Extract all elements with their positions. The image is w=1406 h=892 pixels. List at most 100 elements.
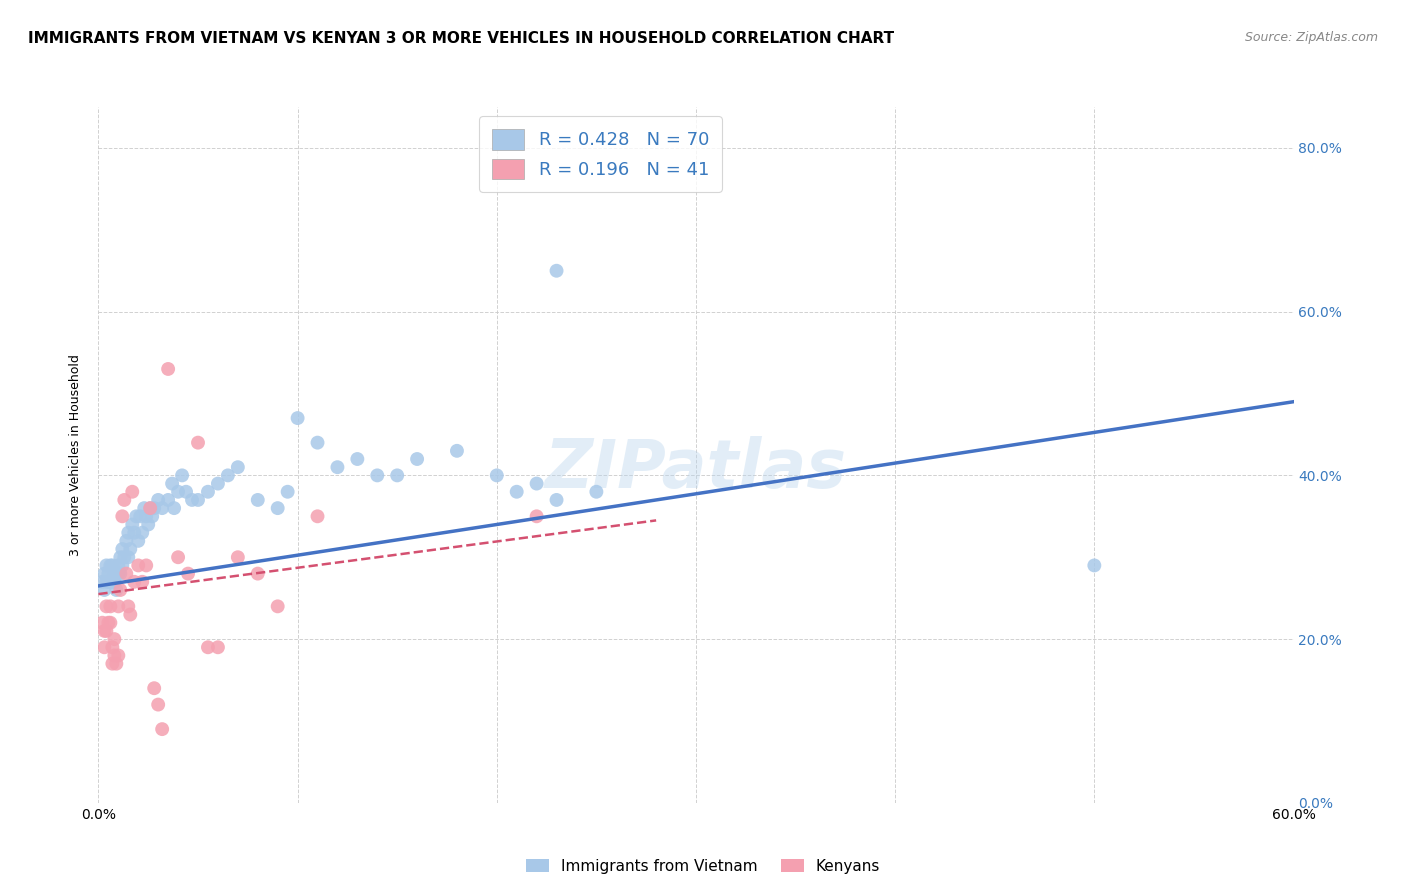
Point (100, 615, 122, 630)
Point (91, 615, 114, 630)
Legend: Immigrants from Vietnam, Kenyans: Immigrants from Vietnam, Kenyans (520, 853, 886, 880)
Point (246, 566, 269, 581)
Point (131, 525, 153, 540)
Point (103, 648, 125, 663)
Point (96, 574, 118, 589)
Point (105, 566, 128, 581)
Point (585, 484, 607, 499)
Point (100, 558, 122, 573)
Text: IMMIGRANTS FROM VIETNAM VS KENYAN 3 OR MORE VEHICLES IN HOUSEHOLD CORRELATION CH: IMMIGRANTS FROM VIETNAM VS KENYAN 3 OR M… (28, 31, 894, 46)
Point (346, 452, 368, 467)
Point (111, 558, 134, 573)
Point (217, 468, 239, 483)
Point (150, 722, 173, 736)
Point (107, 599, 129, 614)
Point (115, 566, 138, 581)
Point (100, 574, 122, 589)
Point (157, 362, 180, 376)
Point (129, 509, 152, 524)
Point (101, 640, 124, 655)
Point (107, 566, 129, 581)
Point (446, 443, 468, 458)
Point (97, 566, 120, 581)
Point (97, 574, 120, 589)
Point (174, 484, 197, 499)
Point (107, 648, 129, 663)
Point (326, 460, 349, 475)
Point (141, 509, 163, 524)
Point (100, 599, 122, 614)
Point (366, 468, 388, 483)
Point (139, 501, 162, 516)
Point (117, 525, 139, 540)
Point (121, 484, 143, 499)
Point (485, 468, 508, 483)
Point (157, 492, 180, 507)
Text: Source: ZipAtlas.com: Source: ZipAtlas.com (1244, 31, 1378, 45)
Point (406, 452, 429, 467)
Point (120, 607, 142, 622)
Point (115, 533, 138, 548)
Point (177, 566, 200, 581)
Text: ZIPatlas: ZIPatlas (546, 436, 846, 502)
Point (143, 501, 166, 516)
Point (267, 501, 290, 516)
Point (111, 542, 134, 557)
Point (150, 501, 173, 516)
Point (187, 435, 209, 450)
Point (526, 476, 548, 491)
Point (197, 640, 219, 655)
Y-axis label: 3 or more Vehicles in Household: 3 or more Vehicles in Household (69, 354, 83, 556)
Point (1083, 558, 1105, 573)
Point (160, 476, 183, 491)
Point (246, 492, 269, 507)
Point (117, 550, 139, 565)
Point (120, 542, 142, 557)
Point (127, 533, 149, 548)
Point (197, 484, 219, 499)
Point (307, 509, 329, 524)
Point (105, 657, 128, 671)
Point (136, 517, 159, 532)
Point (101, 574, 124, 589)
Point (101, 657, 124, 671)
Point (91, 574, 114, 589)
Point (103, 574, 125, 589)
Point (124, 525, 146, 540)
Point (163, 501, 186, 516)
Point (107, 558, 129, 573)
Point (167, 484, 190, 499)
Point (96, 624, 118, 638)
Point (143, 681, 166, 696)
Point (385, 468, 409, 483)
Point (110, 582, 132, 597)
Point (287, 411, 309, 425)
Point (103, 566, 125, 581)
Point (93, 624, 115, 638)
Point (135, 509, 157, 524)
Point (172, 468, 194, 483)
Point (121, 517, 143, 532)
Point (96, 558, 118, 573)
Point (112, 492, 135, 507)
Point (546, 264, 568, 278)
Point (167, 550, 190, 565)
Point (226, 460, 249, 475)
Point (105, 582, 128, 597)
Point (134, 501, 156, 516)
Point (110, 550, 132, 565)
Point (131, 574, 153, 589)
Point (103, 632, 125, 646)
Point (226, 550, 249, 565)
Point (139, 501, 162, 516)
Point (148, 698, 170, 712)
Point (267, 599, 290, 614)
Point (124, 574, 146, 589)
Point (546, 492, 568, 507)
Point (207, 640, 229, 655)
Point (111, 509, 134, 524)
Point (207, 476, 229, 491)
Point (181, 492, 204, 507)
Point (93, 640, 115, 655)
Point (307, 435, 329, 450)
